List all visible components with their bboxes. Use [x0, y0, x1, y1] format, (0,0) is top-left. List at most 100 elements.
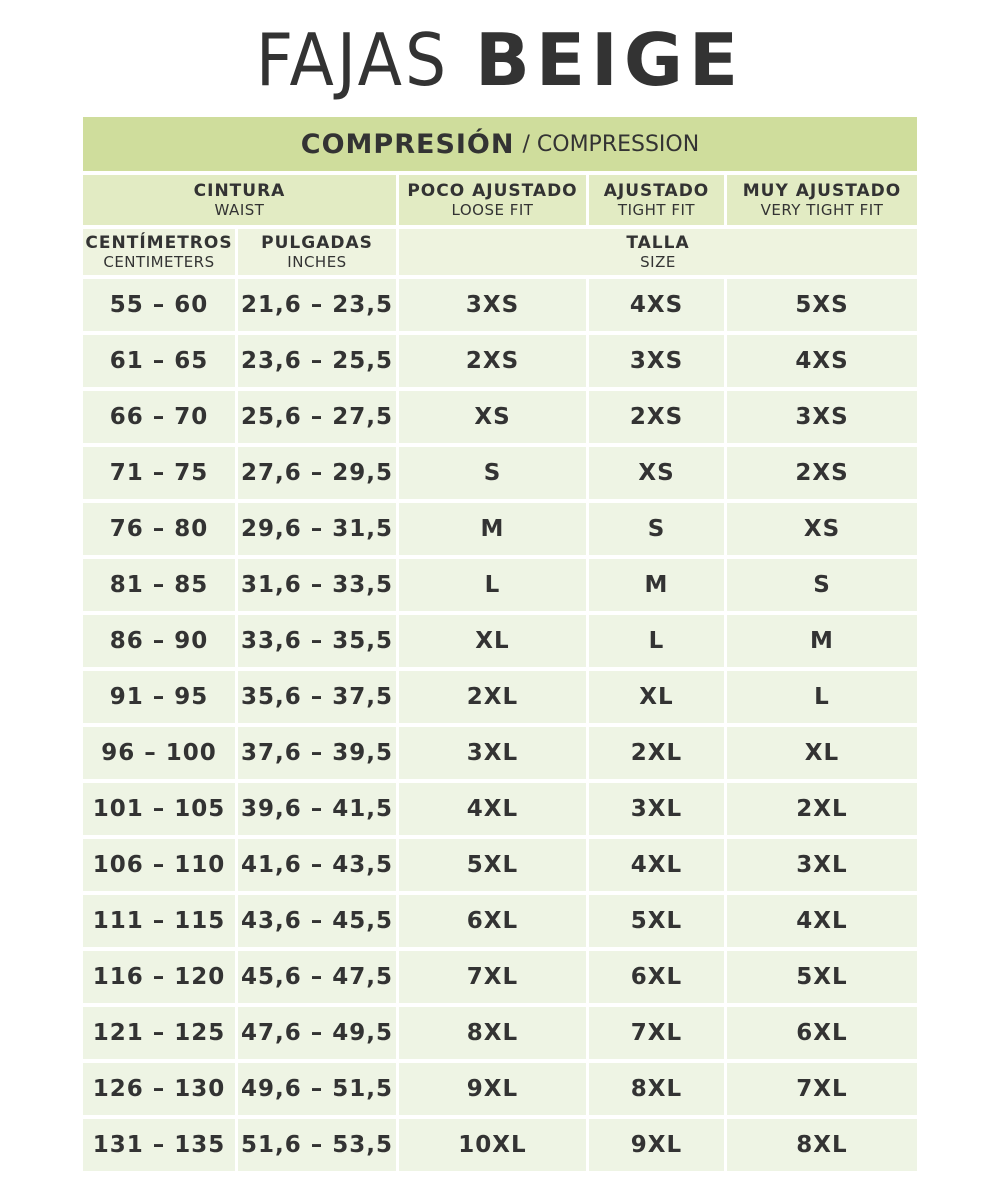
table-cell-cm-range: 121 – 125 — [83, 1007, 235, 1059]
table-cell-inch-range: 31,6 – 33,5 — [238, 559, 396, 611]
table-cell-very-tight-fit-size: 8XL — [727, 1119, 917, 1171]
title-bold: BEIGE — [474, 18, 745, 102]
header-sublabel: VERY TIGHT FIT — [760, 201, 884, 219]
table-cell-very-tight-fit-size: M — [727, 615, 917, 667]
table-cell-cm-range: 61 – 65 — [83, 335, 235, 387]
table-cell-very-tight-fit-size: 2XL — [727, 783, 917, 835]
table-cell-cm-range: 81 – 85 — [83, 559, 235, 611]
table-cell-cm-range: 66 – 70 — [83, 391, 235, 443]
header-sublabel: SIZE — [640, 253, 676, 271]
table-cell-loose-fit-size: XS — [399, 391, 586, 443]
table-cell-loose-fit-size: 9XL — [399, 1063, 586, 1115]
compression-header: COMPRESIÓN / COMPRESSION — [83, 117, 917, 171]
table-cell-very-tight-fit-size: XL — [727, 727, 917, 779]
header-label: TALLA — [626, 233, 690, 253]
header-label: POCO AJUSTADO — [407, 181, 578, 201]
table-cell-cm-range: 126 – 130 — [83, 1063, 235, 1115]
header-label: CINTURA — [193, 181, 286, 201]
table-cell-tight-fit-size: L — [589, 615, 724, 667]
table-cell-loose-fit-size: 7XL — [399, 951, 586, 1003]
table-cell-tight-fit-size: S — [589, 503, 724, 555]
table-cell-very-tight-fit-size: 5XS — [727, 279, 917, 331]
header-label: CENTÍMETROS — [85, 233, 233, 253]
header-sublabel: LOOSE FIT — [451, 201, 534, 219]
header-sublabel: WAIST — [214, 201, 265, 219]
table-cell-very-tight-fit-size: 3XS — [727, 391, 917, 443]
table-cell-cm-range: 111 – 115 — [83, 895, 235, 947]
table-cell-inch-range: 39,6 – 41,5 — [238, 783, 396, 835]
table-cell-loose-fit-size: 6XL — [399, 895, 586, 947]
table-cell-tight-fit-size: 3XL — [589, 783, 724, 835]
table-cell-inch-range: 41,6 – 43,5 — [238, 839, 396, 891]
table-cell-cm-range: 106 – 110 — [83, 839, 235, 891]
table-cell-very-tight-fit-size: 2XS — [727, 447, 917, 499]
table-cell-loose-fit-size: 3XL — [399, 727, 586, 779]
table-cell-tight-fit-size: 8XL — [589, 1063, 724, 1115]
header-very-tight-fit: MUY AJUSTADO VERY TIGHT FIT — [727, 175, 917, 225]
table-cell-inch-range: 35,6 – 37,5 — [238, 671, 396, 723]
table-cell-very-tight-fit-size: L — [727, 671, 917, 723]
table-cell-very-tight-fit-size: 5XL — [727, 951, 917, 1003]
table-cell-inch-range: 51,6 – 53,5 — [238, 1119, 396, 1171]
table-cell-inch-range: 21,6 – 23,5 — [238, 279, 396, 331]
table-cell-tight-fit-size: 6XL — [589, 951, 724, 1003]
header-inches: PULGADAS INCHES — [238, 229, 396, 275]
table-cell-very-tight-fit-size: 4XL — [727, 895, 917, 947]
table-cell-inch-range: 45,6 – 47,5 — [238, 951, 396, 1003]
table-cell-inch-range: 37,6 – 39,5 — [238, 727, 396, 779]
table-cell-tight-fit-size: 4XL — [589, 839, 724, 891]
page-title: FAJAS BEIGE — [0, 18, 1000, 102]
header-label: PULGADAS — [261, 233, 373, 253]
table-cell-very-tight-fit-size: 6XL — [727, 1007, 917, 1059]
table-cell-tight-fit-size: 2XL — [589, 727, 724, 779]
header-waist: CINTURA WAIST — [83, 175, 396, 225]
table-cell-tight-fit-size: 9XL — [589, 1119, 724, 1171]
table-cell-inch-range: 49,6 – 51,5 — [238, 1063, 396, 1115]
table-cell-inch-range: 43,6 – 45,5 — [238, 895, 396, 947]
table-cell-inch-range: 25,6 – 27,5 — [238, 391, 396, 443]
table-cell-tight-fit-size: 5XL — [589, 895, 724, 947]
header-tight-fit: AJUSTADO TIGHT FIT — [589, 175, 724, 225]
header-sublabel: INCHES — [287, 253, 347, 271]
header-loose-fit: POCO AJUSTADO LOOSE FIT — [399, 175, 586, 225]
table-cell-cm-range: 76 – 80 — [83, 503, 235, 555]
table-cell-cm-range: 116 – 120 — [83, 951, 235, 1003]
table-cell-loose-fit-size: 5XL — [399, 839, 586, 891]
table-cell-loose-fit-size: 3XS — [399, 279, 586, 331]
table-cell-cm-range: 86 – 90 — [83, 615, 235, 667]
table-cell-cm-range: 91 – 95 — [83, 671, 235, 723]
header-sublabel: TIGHT FIT — [617, 201, 696, 219]
table-cell-inch-range: 27,6 – 29,5 — [238, 447, 396, 499]
header-label: AJUSTADO — [603, 181, 710, 201]
size-chart: COMPRESIÓN / COMPRESSION CINTURA WAIST POC… — [83, 117, 917, 1171]
table-cell-very-tight-fit-size: 4XS — [727, 335, 917, 387]
title-light: FAJAS — [255, 18, 450, 102]
table-cell-loose-fit-size: 4XL — [399, 783, 586, 835]
compression-en: / COMPRESSION — [522, 131, 700, 157]
header-size: TALLA SIZE — [399, 229, 917, 275]
table-cell-tight-fit-size: XS — [589, 447, 724, 499]
header-centimeters: CENTÍMETROS CENTIMETERS — [83, 229, 235, 275]
table-cell-loose-fit-size: L — [399, 559, 586, 611]
table-cell-very-tight-fit-size: XS — [727, 503, 917, 555]
table-cell-inch-range: 29,6 – 31,5 — [238, 503, 396, 555]
table-cell-very-tight-fit-size: S — [727, 559, 917, 611]
size-grid: CINTURA WAIST POCO AJUSTADO LOOSE FIT AJUS… — [83, 175, 917, 1171]
table-cell-loose-fit-size: XL — [399, 615, 586, 667]
table-cell-loose-fit-size: 8XL — [399, 1007, 586, 1059]
table-cell-tight-fit-size: M — [589, 559, 724, 611]
table-cell-very-tight-fit-size: 7XL — [727, 1063, 917, 1115]
table-cell-loose-fit-size: 2XS — [399, 335, 586, 387]
table-cell-cm-range: 96 – 100 — [83, 727, 235, 779]
table-cell-loose-fit-size: 2XL — [399, 671, 586, 723]
table-cell-cm-range: 71 – 75 — [83, 447, 235, 499]
table-cell-tight-fit-size: 4XS — [589, 279, 724, 331]
header-sublabel: CENTIMETERS — [103, 253, 215, 271]
table-cell-cm-range: 55 – 60 — [83, 279, 235, 331]
header-label: MUY AJUSTADO — [742, 181, 902, 201]
table-cell-inch-range: 23,6 – 25,5 — [238, 335, 396, 387]
table-cell-very-tight-fit-size: 3XL — [727, 839, 917, 891]
table-cell-tight-fit-size: 7XL — [589, 1007, 724, 1059]
table-cell-inch-range: 47,6 – 49,5 — [238, 1007, 396, 1059]
table-cell-cm-range: 131 – 135 — [83, 1119, 235, 1171]
